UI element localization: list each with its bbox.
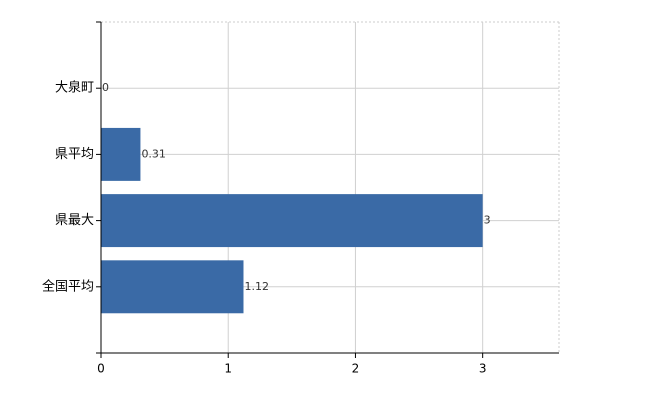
bar — [101, 260, 244, 314]
value-label: 0.31 — [141, 147, 166, 160]
value-label: 3 — [484, 214, 491, 227]
y-tick-label: 県平均 — [55, 147, 94, 162]
value-label: 1.12 — [244, 280, 269, 293]
x-tick-label: 0 — [97, 362, 105, 376]
x-tick-label: 3 — [479, 362, 487, 376]
y-tick-label: 全国平均 — [42, 278, 94, 294]
bar — [101, 127, 141, 181]
value-label: 0 — [102, 81, 109, 94]
y-tick-label: 大泉町 — [55, 80, 94, 96]
bar — [101, 194, 483, 248]
x-tick-label: 1 — [224, 362, 232, 376]
x-tick-label: 2 — [352, 362, 360, 376]
y-tick-label: 県最大 — [55, 213, 94, 228]
